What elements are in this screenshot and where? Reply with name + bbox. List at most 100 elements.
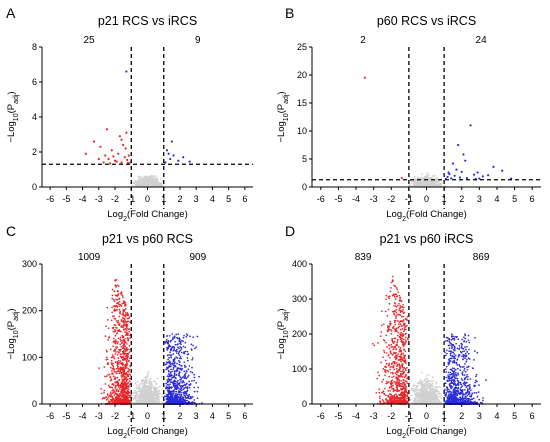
point-ns <box>431 382 434 385</box>
point-down <box>126 387 129 389</box>
point-down <box>110 149 113 152</box>
point-ns <box>164 398 166 401</box>
point-ns <box>136 184 139 187</box>
panel-title: p21 vs p60 iRCS <box>380 232 474 246</box>
point-up <box>196 335 199 338</box>
y-tick-label: 5 <box>302 154 307 164</box>
point-down <box>106 397 109 400</box>
point-down <box>110 386 112 389</box>
point-up <box>457 143 460 147</box>
point-down <box>119 336 122 339</box>
point-ns <box>154 184 156 186</box>
point-ns <box>138 399 141 401</box>
point-up <box>165 149 169 152</box>
point-down <box>109 162 112 165</box>
point-down <box>115 347 118 350</box>
point-down <box>121 383 124 386</box>
point-down <box>116 308 118 311</box>
point-up <box>186 396 188 399</box>
point-ns <box>137 175 140 178</box>
point-up <box>184 375 187 377</box>
point-down <box>105 358 108 361</box>
point-up <box>190 401 193 404</box>
point-up <box>191 371 194 374</box>
point-ns <box>140 178 143 181</box>
point-ns <box>144 376 147 379</box>
point-ns <box>141 394 144 397</box>
point-down <box>124 350 127 353</box>
point-up <box>177 379 179 382</box>
point-up <box>167 347 169 350</box>
point-ns <box>422 393 425 395</box>
y-axis-label: −Log10(Padj) <box>6 91 20 142</box>
point-down <box>388 356 391 359</box>
point-ns <box>136 381 139 383</box>
point-up <box>171 381 174 384</box>
point-down <box>126 358 129 361</box>
point-up <box>183 381 185 384</box>
point-down <box>106 393 109 395</box>
point-down <box>114 401 117 404</box>
point-down <box>125 331 128 334</box>
point-up <box>196 390 199 393</box>
point-ns <box>431 385 434 388</box>
point-down <box>128 377 131 380</box>
point-ns <box>440 394 443 397</box>
point-up <box>170 140 173 143</box>
panel-letter: B <box>285 5 294 21</box>
point-up <box>193 401 196 404</box>
point-up <box>180 343 182 346</box>
panel-title: p21 RCS vs iRCS <box>98 14 197 28</box>
point-ns <box>142 391 145 394</box>
point-down <box>92 140 96 143</box>
point-ns <box>424 175 427 178</box>
point-down <box>129 374 132 376</box>
point-ns <box>416 394 419 397</box>
point-ns <box>433 400 435 403</box>
point-down <box>110 359 113 362</box>
point-up <box>193 379 195 382</box>
point-up <box>168 398 170 400</box>
panel-title: p21 vs p60 RCS <box>102 232 193 246</box>
point-down <box>116 284 119 287</box>
point-down <box>114 378 116 380</box>
point-up <box>453 174 456 177</box>
point-ns <box>154 175 157 178</box>
x-tick-label: -2 <box>111 194 119 204</box>
point-down <box>114 279 117 282</box>
point-ns <box>425 374 428 377</box>
point-ns <box>409 179 412 182</box>
point-down <box>116 298 119 301</box>
x-tick-label: -4 <box>79 194 87 204</box>
point-ns <box>416 384 419 387</box>
point-down <box>118 367 120 370</box>
point-ns <box>139 383 141 386</box>
point-down <box>112 375 115 378</box>
point-down <box>109 376 111 378</box>
point-down <box>100 392 103 395</box>
point-ns <box>419 388 422 390</box>
point-ns <box>413 399 416 402</box>
point-up <box>189 335 191 338</box>
point-down <box>100 388 103 390</box>
point-down <box>123 156 126 159</box>
point-down <box>109 401 111 404</box>
point-ns <box>150 377 152 380</box>
point-up <box>191 396 194 398</box>
point-ns <box>135 401 138 403</box>
point-up <box>173 362 176 365</box>
point-up <box>469 124 472 127</box>
point-down <box>112 326 115 329</box>
x-axis-label: Log2(Fold Change) <box>386 209 467 223</box>
x-tick-label: -3 <box>95 194 103 204</box>
point-down <box>396 295 399 298</box>
point-down <box>118 370 120 373</box>
x-tick-label: -5 <box>62 194 70 204</box>
point-ns <box>143 394 146 397</box>
point-up <box>174 343 177 346</box>
point-up <box>192 344 194 347</box>
point-up <box>175 374 178 376</box>
point-ns <box>150 180 153 182</box>
point-ns <box>149 383 152 385</box>
